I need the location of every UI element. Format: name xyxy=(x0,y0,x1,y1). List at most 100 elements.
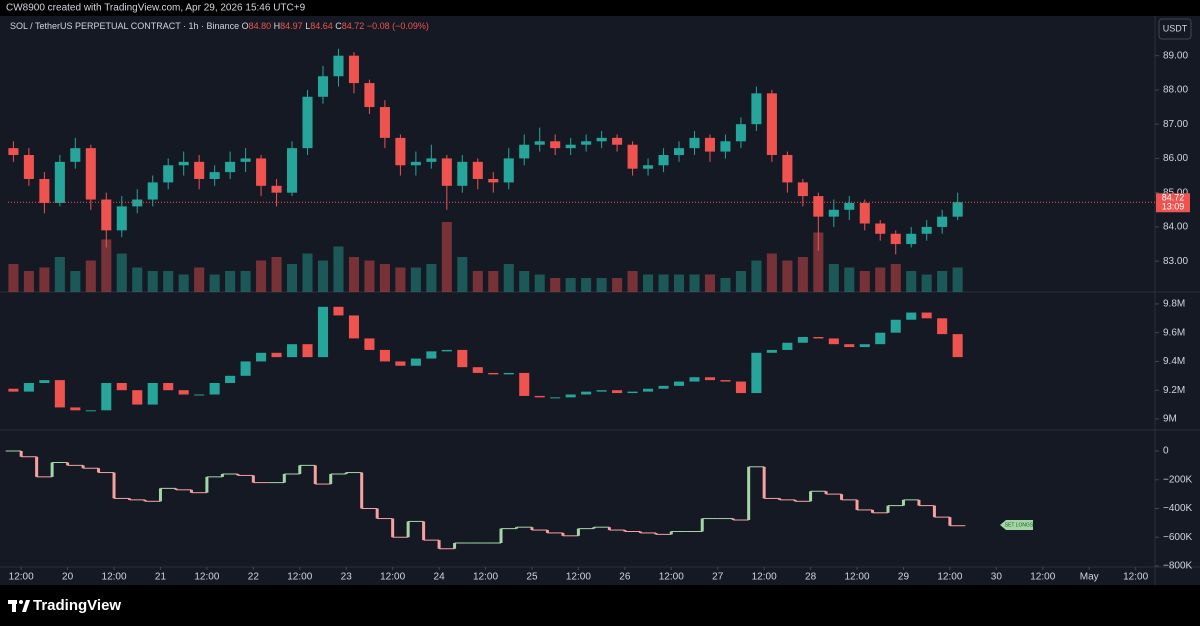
volume-bar xyxy=(658,274,669,292)
step-change xyxy=(778,498,782,500)
candle-body xyxy=(704,137,716,152)
y-tick-label: 9.8M xyxy=(1163,299,1185,310)
candle-body xyxy=(302,344,313,358)
currency-box[interactable] xyxy=(1158,18,1192,40)
candle-body xyxy=(23,382,34,392)
volume-bar xyxy=(8,264,19,292)
y-tick-label: 9.2M xyxy=(1163,385,1185,396)
y-tick-label: 87.00 xyxy=(1163,119,1188,130)
candle-body xyxy=(875,223,886,234)
volume-bar xyxy=(163,271,174,292)
y-tick-label: −800K xyxy=(1163,561,1193,572)
step-change xyxy=(422,521,426,541)
candle-body xyxy=(828,209,839,217)
y-tick-label: 9.6M xyxy=(1163,327,1185,338)
candle-body xyxy=(441,349,452,352)
candle-body xyxy=(194,161,205,179)
candle-body xyxy=(720,141,731,152)
step-change xyxy=(917,499,921,506)
step-change xyxy=(313,465,317,485)
candle-body xyxy=(612,390,623,394)
h-label: H xyxy=(274,21,281,31)
step-change xyxy=(375,508,379,519)
volume-bar xyxy=(488,271,499,292)
step-change xyxy=(298,465,302,474)
volume-bar xyxy=(70,271,81,292)
candles xyxy=(8,306,963,412)
candle-body xyxy=(828,338,839,345)
candle-body xyxy=(348,315,359,339)
volume-bar xyxy=(844,267,855,292)
x-tick-label: 21 xyxy=(155,572,167,583)
candle-body xyxy=(534,141,545,145)
step-change xyxy=(840,494,844,500)
candle-body xyxy=(937,216,948,227)
candle-body xyxy=(70,148,81,162)
volume-bar xyxy=(828,264,839,292)
step-change xyxy=(530,527,534,531)
candle-body xyxy=(101,199,112,231)
candle-body xyxy=(287,344,298,358)
candle-body xyxy=(8,148,19,155)
candle-body xyxy=(348,55,359,84)
volume-bar xyxy=(395,267,406,292)
candle-body xyxy=(534,395,545,398)
candle-body xyxy=(287,148,298,193)
step-change xyxy=(623,530,627,532)
symbol: SOL / TetherUS PERPETUAL CONTRACT · 1h ·… xyxy=(10,21,239,31)
volume-bar xyxy=(54,257,65,292)
volume-bar xyxy=(921,274,932,292)
candle-body xyxy=(813,196,824,217)
candle-body xyxy=(844,344,855,348)
volume-bar xyxy=(766,253,777,292)
volume-bar xyxy=(116,253,127,292)
chart-background xyxy=(0,16,1200,585)
candle-body xyxy=(333,306,344,316)
x-tick-label: 26 xyxy=(619,572,631,583)
x-tick-label: 30 xyxy=(991,572,1003,583)
step-change xyxy=(329,473,333,485)
volume-bar xyxy=(333,246,344,292)
candle-body xyxy=(163,165,174,183)
x-tick-label: 12:00 xyxy=(659,572,684,583)
candle-body xyxy=(550,141,561,149)
step-change xyxy=(576,528,580,536)
candle-body xyxy=(271,185,282,193)
candle-body xyxy=(596,137,607,142)
candle-body xyxy=(364,83,375,108)
candle-body xyxy=(782,342,793,350)
candle-body xyxy=(673,381,685,386)
volume-bar xyxy=(101,239,112,292)
legend: SOL / TetherUS PERPETUAL CONTRACT · 1h ·… xyxy=(10,21,429,31)
volume-bar xyxy=(85,260,96,292)
volume-bar xyxy=(132,267,143,292)
h-value: 84.97 xyxy=(280,21,303,31)
y-tick-label: 86.00 xyxy=(1163,153,1188,164)
step-change xyxy=(561,532,565,536)
step-change xyxy=(406,521,410,538)
x-tick-label: 12:00 xyxy=(9,572,34,583)
candle-body xyxy=(581,391,592,395)
volume-bar xyxy=(782,260,793,292)
x-tick-label: 12:00 xyxy=(937,572,962,583)
step-change xyxy=(669,531,673,535)
candle-body xyxy=(333,55,344,77)
candle-body xyxy=(766,349,777,353)
candle-body xyxy=(519,372,530,396)
currency[interactable]: USDT xyxy=(1163,23,1188,33)
step-change xyxy=(344,472,348,474)
y-tick-label: 9M xyxy=(1163,414,1177,425)
candle-body xyxy=(875,332,886,345)
volume-bar xyxy=(797,257,808,292)
logo-part xyxy=(22,600,30,612)
step-change xyxy=(143,499,147,502)
candle-body xyxy=(519,144,530,159)
x-tick-label: 24 xyxy=(434,572,446,583)
step-line xyxy=(5,450,966,550)
candle-body xyxy=(766,93,777,155)
volume-bar xyxy=(503,264,514,292)
y-tick-label: 88.00 xyxy=(1163,85,1188,96)
candle-body xyxy=(952,334,963,358)
candle-body xyxy=(735,124,746,142)
step-change xyxy=(809,491,813,502)
